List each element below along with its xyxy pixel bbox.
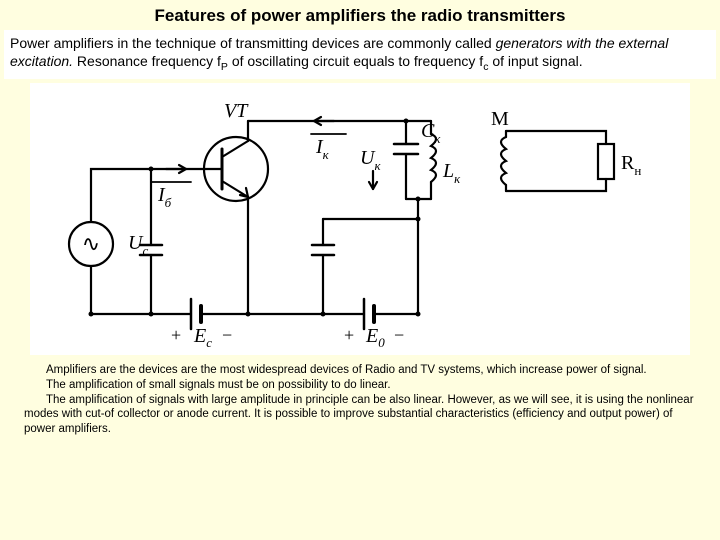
- e0-minus: −: [394, 325, 404, 345]
- node-dot: [149, 166, 154, 171]
- transistor-collector: [222, 141, 248, 157]
- inductor-secondary-icon: [501, 137, 506, 185]
- node-dot: [416, 311, 421, 316]
- intro-text: Power amplifiers in the technique of tra…: [4, 30, 716, 79]
- rh-label: Rн: [621, 152, 641, 178]
- footer-text: Amplifiers are the devices are the most …: [0, 355, 720, 438]
- m-label: M: [491, 108, 509, 130]
- ec-label: Ec: [193, 325, 212, 349]
- ik-label: Iк: [315, 136, 330, 162]
- ec-minus: −: [222, 325, 232, 345]
- ec-plus: +: [171, 325, 181, 345]
- node-dot: [404, 118, 409, 123]
- footer-p3: The amplification of signals with large …: [24, 393, 696, 438]
- e0-plus: +: [344, 325, 354, 345]
- wire: [91, 266, 151, 314]
- circuit-diagram-container: ∿ Uc Iб: [30, 83, 690, 355]
- node-dot: [416, 216, 421, 221]
- resistor-icon: [598, 144, 614, 179]
- wire: [506, 131, 606, 144]
- intro-part4: of input signal.: [488, 53, 582, 69]
- footer-p1: Amplifiers are the devices are the most …: [24, 363, 696, 378]
- footer-p2: The amplification of small signals must …: [24, 378, 696, 393]
- lk-label: Lк: [442, 160, 461, 186]
- circuit-diagram: ∿ Uc Iб: [36, 89, 676, 349]
- intro-part3: of oscillating circuit equals to frequen…: [228, 53, 483, 69]
- tilde-icon: ∿: [82, 231, 100, 256]
- sub-p: P: [221, 61, 228, 73]
- wire: [91, 169, 201, 222]
- page-title: Features of power amplifiers the radio t…: [0, 0, 720, 30]
- vt-label: VT: [224, 100, 249, 122]
- intro-part2: Resonance frequency f: [73, 53, 221, 69]
- uk-label: Uк: [360, 147, 381, 173]
- node-dot: [416, 196, 421, 201]
- wire: [506, 179, 606, 191]
- slide: Features of power amplifiers the radio t…: [0, 0, 720, 540]
- transistor-emitter: [222, 181, 248, 197]
- e0-label: E0: [365, 325, 385, 349]
- intro-part1: Power amplifiers in the technique of tra…: [10, 35, 496, 51]
- ib-label: Iб: [157, 184, 172, 210]
- node-dot: [89, 311, 94, 316]
